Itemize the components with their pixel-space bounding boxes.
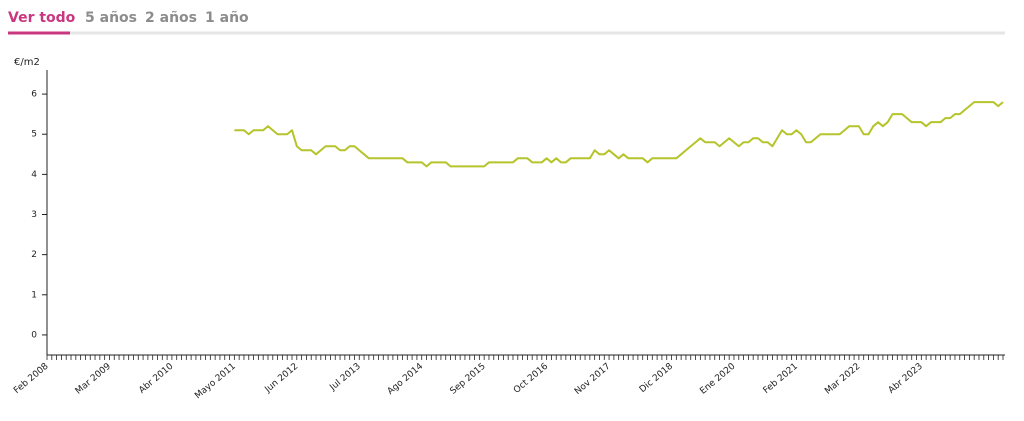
tab[interactable]: 5 años [85,10,137,26]
x-tick-label: Abr 2023 [887,362,925,396]
x-tick-label: Nov 2017 [573,362,613,398]
tab[interactable]: 1 año [205,10,249,26]
x-tick-label: Abr 2010 [137,361,175,395]
y-tick-label: 6 [31,90,37,100]
y-tick-label: 2 [31,250,37,260]
tab[interactable]: 2 años [145,10,197,26]
y-tick-label: 3 [31,210,37,220]
x-tick-label: Ene 2020 [698,361,737,396]
x-tick-label: Jun 2012 [263,362,301,396]
x-tick-label: Mar 2009 [74,361,113,396]
tab[interactable]: Ver todo [8,10,76,26]
y-tick-label: 4 [31,170,37,180]
y-tick-label: 1 [31,290,37,300]
y-tick-label: 5 [31,130,37,140]
y-axis-label: €/m2 [14,57,40,68]
x-tick-label: Oct 2016 [512,361,550,395]
x-tick-label: Mayo 2011 [193,362,238,402]
x-tick-label: Jul 2013 [328,362,363,394]
x-tick-label: Sep 2015 [449,362,488,397]
data-line [234,101,1004,168]
x-tick-label: Ago 2014 [386,361,426,397]
x-tick-label: Mar 2022 [823,362,862,397]
x-tick-label: Feb 2021 [762,362,800,396]
y-tick-label: 0 [31,330,37,340]
x-tick-label: Dic 2018 [638,361,675,395]
x-tick-label: Feb 2008 [12,361,51,396]
